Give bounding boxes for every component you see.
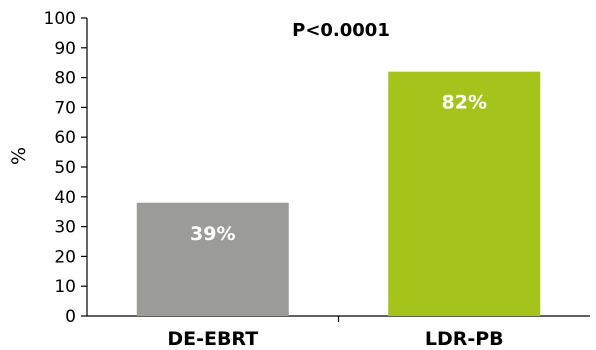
y-tick-label: 100 bbox=[44, 9, 76, 29]
x-category-label: DE-EBRT bbox=[167, 328, 258, 350]
x-axis: DE-EBRT LDR-PB bbox=[87, 315, 590, 350]
y-tick-label: 30 bbox=[54, 218, 76, 238]
y-tick-label: 50 bbox=[54, 158, 76, 178]
y-axis-label: % bbox=[8, 147, 30, 165]
bar-data-label: 82% bbox=[442, 92, 487, 114]
y-tick-label: 10 bbox=[54, 277, 76, 297]
bar-ldr-pb bbox=[388, 71, 541, 316]
y-axis: 0 10 20 30 40 50 60 70 80 90 100 bbox=[44, 9, 88, 327]
bars: 39% 82% bbox=[136, 71, 541, 316]
y-tick-label: 90 bbox=[54, 39, 76, 59]
p-value-annotation: P<0.0001 bbox=[292, 20, 390, 41]
y-tick-label: 0 bbox=[65, 307, 76, 327]
y-tick-label: 20 bbox=[54, 247, 76, 267]
x-category-label: LDR-PB bbox=[425, 328, 504, 350]
bar-de-ebrt bbox=[136, 202, 289, 316]
y-tick-label: 40 bbox=[54, 188, 76, 208]
y-tick-label: 60 bbox=[54, 128, 76, 148]
y-tick-label: 70 bbox=[54, 98, 76, 118]
y-tick-label: 80 bbox=[54, 69, 76, 89]
bar-data-label: 39% bbox=[190, 223, 235, 245]
